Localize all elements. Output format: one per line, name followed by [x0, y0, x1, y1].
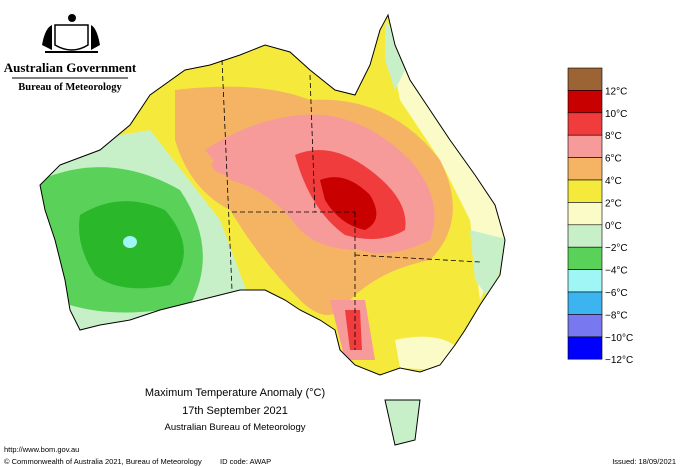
map-source: Australian Bureau of Meteorology	[165, 422, 306, 433]
legend-label: 2°C	[605, 198, 622, 209]
legend-swatch	[567, 336, 603, 360]
bureau-name: Bureau of Meteorology	[18, 82, 122, 93]
legend-label: 6°C	[605, 154, 622, 165]
footer-issued: Issued: 18/09/2021	[612, 457, 676, 466]
legend-label: 4°C	[605, 176, 622, 187]
legend-swatch	[567, 202, 603, 226]
state-borders	[221, 59, 481, 350]
legend-label: −12°C	[605, 355, 633, 366]
footer-id: ID code: AWAP	[220, 457, 271, 466]
map-title: Maximum Temperature Anomaly (°C)	[145, 387, 325, 399]
legend-swatch	[567, 246, 603, 270]
footer-copyright: © Commonwealth of Australia 2021, Bureau…	[4, 457, 202, 466]
legend-swatch	[567, 157, 603, 181]
legend-swatch	[567, 224, 603, 248]
legend-label: −6°C	[605, 288, 628, 299]
legend-label: −10°C	[605, 333, 633, 344]
legend-swatch	[567, 67, 603, 91]
legend-swatch	[567, 134, 603, 158]
legend-swatch	[567, 291, 603, 315]
legend-label: −8°C	[605, 310, 628, 321]
legend-swatch	[567, 179, 603, 203]
legend-swatch	[567, 112, 603, 136]
legend-label: −4°C	[605, 266, 628, 277]
legend-swatch	[567, 90, 603, 114]
legend: 12°C 10°C 8°C 6°C 4°C 2°C 0°C −2°C −4°C −6°C −8°C −…	[567, 67, 633, 366]
legend-label: 8°C	[605, 131, 622, 142]
coastline	[39, 13, 506, 446]
legend-label: 12°C	[605, 86, 627, 97]
legend-label: 10°C	[605, 109, 627, 120]
map-date: 17th September 2021	[182, 405, 288, 417]
legend-swatch	[567, 314, 603, 338]
emblem	[42, 14, 100, 53]
legend-swatch	[567, 269, 603, 293]
footer-url: http://www.bom.gov.au	[4, 445, 79, 454]
government-name: Australian Government	[4, 60, 137, 75]
legend-label: −2°C	[605, 243, 628, 254]
legend-label: 0°C	[605, 221, 622, 232]
